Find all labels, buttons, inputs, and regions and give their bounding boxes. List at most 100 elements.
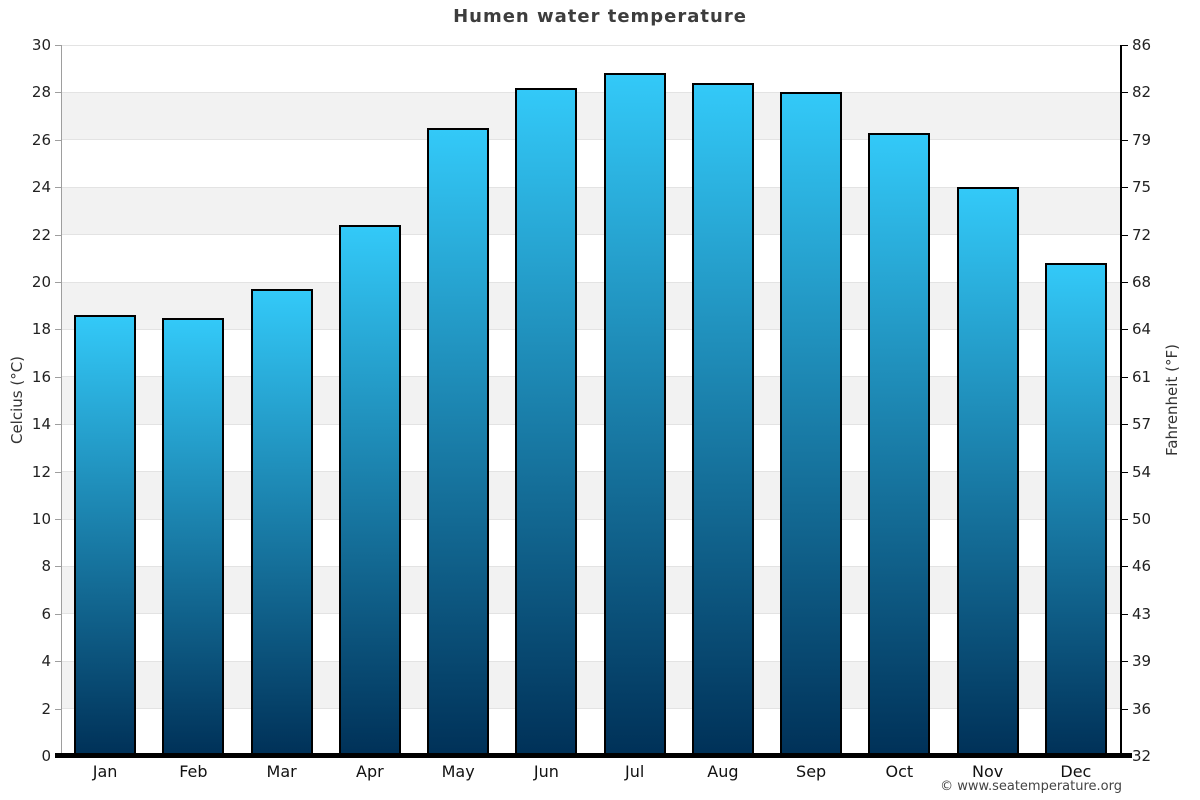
gridline bbox=[61, 44, 1120, 46]
left-axis-tick bbox=[55, 282, 61, 283]
celsius-tick-label: 0 bbox=[41, 747, 51, 765]
right-axis-tick bbox=[1122, 613, 1128, 615]
fahrenheit-tick-label: 68 bbox=[1132, 273, 1152, 291]
fahrenheit-tick-label: 82 bbox=[1132, 83, 1152, 102]
left-axis-tick bbox=[55, 566, 61, 568]
celsius-tick-label: 4 bbox=[41, 652, 51, 671]
bar-may bbox=[427, 127, 490, 755]
gridline bbox=[61, 660, 1120, 662]
month-label-jan: Jan bbox=[92, 762, 118, 781]
bar-dec bbox=[1044, 263, 1107, 755]
background-band bbox=[61, 282, 1120, 330]
right-axis-tick bbox=[1122, 424, 1128, 426]
gridline bbox=[61, 186, 1120, 188]
celsius-tick-label: 26 bbox=[31, 130, 51, 149]
fahrenheit-tick-label: 50 bbox=[1132, 510, 1152, 528]
month-label-feb: Feb bbox=[179, 762, 208, 781]
month-label-dec: Dec bbox=[1060, 762, 1092, 781]
fahrenheit-tick-label: 57 bbox=[1132, 415, 1152, 434]
right-axis-tick bbox=[1122, 376, 1128, 378]
gridline bbox=[61, 565, 1120, 567]
background-band bbox=[61, 566, 1120, 614]
chart-title: Humen water temperature bbox=[453, 6, 747, 27]
left-axis-tick bbox=[55, 45, 61, 46]
month-label-nov: Nov bbox=[972, 762, 1004, 781]
gridline bbox=[61, 613, 1120, 615]
fahrenheit-tick-label: 75 bbox=[1132, 178, 1152, 197]
bar-jun bbox=[515, 87, 578, 755]
left-axis-title: Celcius (°C) bbox=[8, 355, 26, 445]
fahrenheit-tick-label: 32 bbox=[1132, 747, 1152, 765]
celsius-tick-label: 10 bbox=[31, 510, 51, 528]
bar-jul bbox=[603, 73, 666, 755]
right-axis-tick bbox=[1122, 282, 1128, 283]
month-label-mar: Mar bbox=[266, 762, 297, 781]
background-band bbox=[61, 661, 1120, 709]
gridline bbox=[61, 708, 1120, 710]
celsius-tick-label: 6 bbox=[41, 604, 51, 623]
bar-sep bbox=[780, 92, 843, 755]
gridline bbox=[61, 234, 1120, 236]
x-axis-baseline bbox=[55, 753, 1132, 758]
right-axis-title: Fahrenheit (°F) bbox=[1163, 344, 1181, 456]
fahrenheit-tick-label: 79 bbox=[1132, 130, 1152, 149]
attribution-text: © www.seatemperature.org bbox=[940, 779, 1122, 794]
left-axis-tick bbox=[55, 234, 61, 236]
bar-nov bbox=[956, 187, 1019, 755]
month-label-jun: Jun bbox=[533, 762, 559, 781]
right-axis-tick bbox=[1122, 234, 1128, 236]
left-axis-tick bbox=[55, 139, 61, 141]
gridline bbox=[61, 376, 1120, 378]
right-axis-tick bbox=[1122, 708, 1128, 710]
right-axis-tick bbox=[1122, 519, 1128, 520]
left-axis-line bbox=[61, 45, 62, 757]
gridline bbox=[61, 518, 1120, 520]
fahrenheit-tick-label: 54 bbox=[1132, 462, 1152, 481]
background-band bbox=[61, 376, 1120, 425]
right-axis-tick bbox=[1122, 187, 1128, 189]
right-axis-tick bbox=[1122, 471, 1128, 473]
right-axis-line bbox=[1120, 45, 1122, 758]
month-label-aug: Aug bbox=[707, 762, 739, 781]
fahrenheit-tick-label: 86 bbox=[1132, 36, 1152, 54]
bar-jan bbox=[74, 315, 137, 755]
bar-apr bbox=[338, 225, 401, 755]
month-label-may: May bbox=[441, 762, 475, 781]
fahrenheit-tick-label: 39 bbox=[1132, 652, 1152, 671]
left-axis-tick bbox=[55, 424, 61, 426]
bar-mar bbox=[250, 289, 313, 755]
month-label-sep: Sep bbox=[796, 762, 827, 781]
gridline bbox=[61, 139, 1120, 141]
fahrenheit-tick-label: 72 bbox=[1132, 225, 1152, 244]
right-axis-tick bbox=[1122, 329, 1128, 331]
gridline bbox=[61, 281, 1120, 283]
celsius-tick-label: 12 bbox=[31, 462, 51, 481]
left-axis-tick bbox=[55, 471, 61, 473]
bar-oct bbox=[868, 132, 931, 755]
celsius-tick-label: 16 bbox=[31, 367, 51, 386]
gridline bbox=[61, 328, 1120, 330]
background-band bbox=[61, 187, 1120, 235]
left-axis-tick bbox=[55, 613, 61, 615]
left-axis-tick bbox=[55, 708, 61, 710]
left-axis-tick bbox=[55, 329, 61, 331]
right-axis-tick bbox=[1122, 661, 1128, 663]
right-axis-tick bbox=[1122, 45, 1128, 46]
background-band bbox=[61, 471, 1120, 519]
fahrenheit-tick-label: 46 bbox=[1132, 557, 1152, 576]
gridline bbox=[61, 423, 1120, 425]
month-label-oct: Oct bbox=[885, 762, 914, 781]
celsius-tick-label: 24 bbox=[31, 178, 51, 197]
celsius-tick-label: 2 bbox=[41, 699, 51, 718]
background-band bbox=[61, 92, 1120, 140]
celsius-tick-label: 22 bbox=[31, 225, 51, 244]
celsius-tick-label: 28 bbox=[31, 83, 51, 102]
celsius-tick-label: 30 bbox=[31, 36, 51, 54]
left-axis-tick bbox=[55, 519, 61, 520]
left-axis-tick bbox=[55, 661, 61, 663]
bar-feb bbox=[162, 317, 225, 755]
right-axis-tick bbox=[1122, 566, 1128, 568]
right-axis-tick bbox=[1122, 139, 1128, 141]
gridline bbox=[61, 471, 1120, 473]
